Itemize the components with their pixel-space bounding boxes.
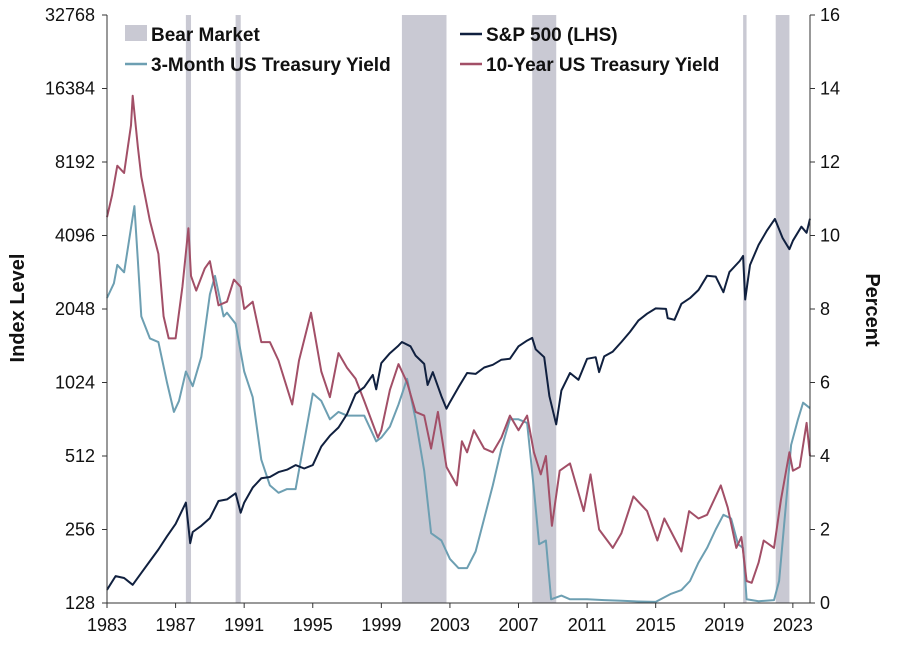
x-tick-label: 1987 (156, 615, 196, 635)
x-tick-label: 2015 (636, 615, 676, 635)
left-tick-label: 4096 (55, 226, 95, 246)
bear-market-band (185, 15, 192, 603)
legend-label-t10y: 10-Year US Treasury Yield (486, 55, 719, 76)
right-tick-label: 16 (820, 5, 840, 25)
right-tick-label: 2 (820, 520, 830, 540)
left-tick-label: 512 (65, 446, 95, 466)
left-axis-title: Index Level (7, 254, 29, 363)
bear-market-band (775, 15, 790, 603)
legend-label-t3m: 3-Month US Treasury Yield (151, 55, 391, 76)
x-tick-label: 1991 (224, 615, 264, 635)
x-tick-label: 2019 (704, 615, 744, 635)
x-tick-label: 1999 (361, 615, 401, 635)
x-axis-ticks: 1983 1987 1991 1995 1999 2003 2007 2011 2015 2019… (87, 603, 813, 635)
left-tick-label: 128 (65, 593, 95, 613)
legend-label-spx: S&P 500 (LHS) (486, 25, 618, 46)
right-tick-label: 12 (820, 152, 840, 172)
series-line-t10y (106, 94, 811, 584)
bear-market-bands (185, 15, 790, 603)
x-tick-label: 2023 (773, 615, 813, 635)
left-axis-ticks: 128 256 512 1024 2048 4096 8192 16384 32768 (45, 5, 107, 613)
series-line-t3m (106, 205, 811, 603)
series-lines (106, 94, 811, 603)
x-tick-label: 1983 (87, 615, 127, 635)
legend: Bear Market S&P 500 (LHS) 3-Month US Treas… (125, 25, 719, 76)
x-tick-label: 1995 (293, 615, 333, 635)
right-tick-label: 0 (820, 593, 830, 613)
left-tick-label: 256 (65, 520, 95, 540)
right-tick-label: 4 (820, 446, 830, 466)
right-tick-label: 8 (820, 299, 830, 319)
left-tick-label: 1024 (55, 373, 95, 393)
x-tick-label: 2007 (498, 615, 538, 635)
x-tick-label: 2011 (568, 615, 607, 635)
bear-market-band (235, 15, 241, 603)
legend-label-bear: Bear Market (151, 25, 260, 46)
left-tick-label: 32768 (45, 5, 95, 25)
right-tick-label: 14 (820, 79, 840, 99)
bear-market-band (401, 15, 447, 603)
x-tick-label: 2003 (430, 615, 470, 635)
left-tick-label: 8192 (55, 152, 95, 172)
series-line-spx (106, 217, 811, 591)
right-axis-title: Percent (861, 273, 883, 347)
left-tick-label: 2048 (55, 299, 95, 319)
legend-swatch-bear (125, 25, 147, 41)
right-axis-ticks: 0 2 4 6 8 10 12 14 16 (810, 5, 840, 613)
bear-market-band (743, 15, 747, 603)
left-tick-label: 16384 (45, 79, 95, 99)
right-tick-label: 6 (820, 373, 830, 393)
right-tick-label: 10 (820, 226, 840, 246)
